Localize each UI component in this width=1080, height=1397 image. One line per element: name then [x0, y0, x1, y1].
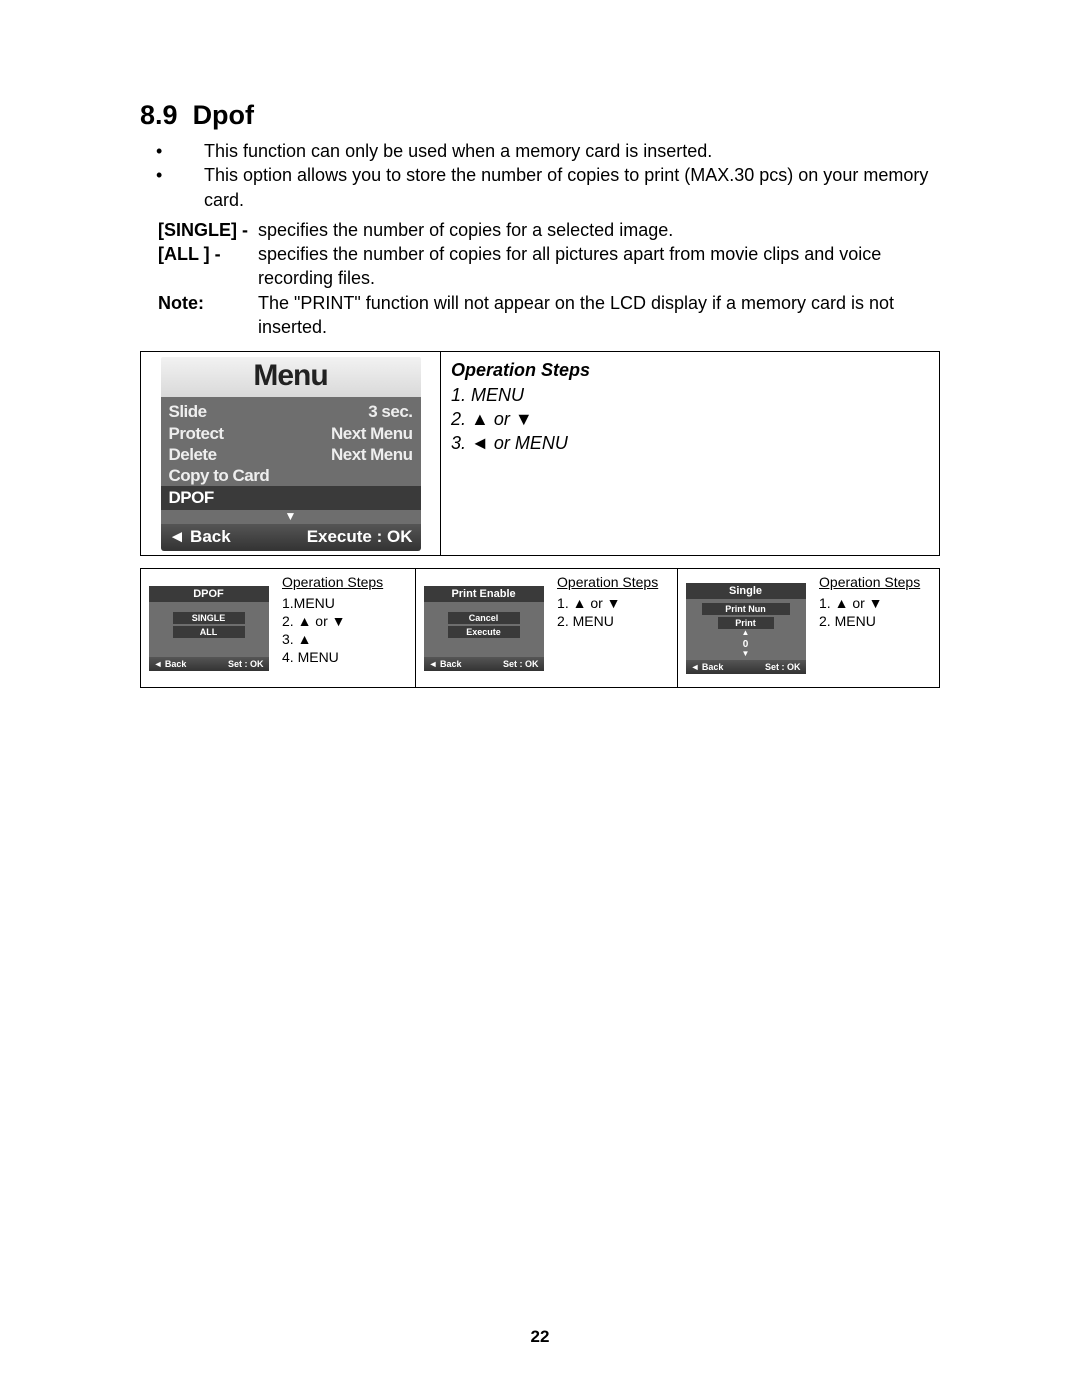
section-number: 8.9: [140, 100, 178, 130]
mini-ops-title: Operation Steps: [819, 573, 933, 591]
def-text: The "PRINT" function will not appear on …: [258, 291, 940, 340]
main-ops-cell: Operation Steps 1. MENU 2. ▲ or ▼ 3. ◄ o…: [441, 352, 939, 555]
def-label: Note:: [158, 291, 258, 340]
menu-row-right: 3 sec.: [368, 401, 412, 422]
mini-item: Print Nun: [702, 603, 790, 615]
menu-row-right: Next Menu: [331, 423, 412, 444]
mini-footer-back: ◄ Back: [429, 659, 462, 669]
mini-ops-line: 2. ▲ or ▼: [282, 612, 409, 630]
mini-menu: DPOF SINGLE ALL ◄ Back Set : OK: [149, 586, 269, 671]
mini-item: Execute: [448, 626, 520, 638]
menu-row-selected: DPOF: [161, 486, 421, 509]
mini-footer-back: ◄ Back: [691, 662, 724, 672]
bullet-item: This function can only be used when a me…: [180, 139, 940, 163]
mini-item: Cancel: [448, 612, 520, 624]
camera-menu: Menu Slide 3 sec. Protect Next Menu Delete…: [161, 357, 421, 550]
down-arrow-icon: ▼: [169, 510, 413, 522]
menu-row: Delete Next Menu: [169, 444, 413, 465]
def-row: Note: The "PRINT" function will not appe…: [158, 291, 940, 340]
mini-footer: ◄ Back Set : OK: [686, 660, 806, 674]
menu-row: Slide 3 sec.: [169, 401, 413, 422]
menu-row: Protect Next Menu: [169, 423, 413, 444]
up-arrow-icon: ▲: [692, 629, 800, 637]
mini-ops-line: 4. MENU: [282, 648, 409, 666]
bullet-item: This option allows you to store the numb…: [180, 163, 940, 212]
mini-footer-set: Set : OK: [765, 662, 801, 672]
sub-figure-row: DPOF SINGLE ALL ◄ Back Set : OK Operatio…: [140, 568, 940, 688]
mini-screen-wrap: Print Enable Cancel Execute ◄ Back Set :…: [416, 569, 551, 687]
menu-row-right: Next Menu: [331, 444, 412, 465]
mini-ops: Operation Steps 1. ▲ or ▼ 2. MENU: [551, 569, 677, 687]
mini-ops-line: 1. ▲ or ▼: [557, 594, 671, 612]
down-arrow-icon: ▼: [692, 650, 800, 658]
mini-footer-set: Set : OK: [228, 659, 264, 669]
mini-screen-wrap: DPOF SINGLE ALL ◄ Back Set : OK: [141, 569, 276, 687]
footer-back: ◄ Back: [169, 527, 231, 547]
mini-ops: Operation Steps 1. ▲ or ▼ 2. MENU: [813, 569, 939, 687]
mini-ops-line: 2. MENU: [557, 612, 671, 630]
main-figure: Menu Slide 3 sec. Protect Next Menu Delete…: [140, 351, 940, 556]
def-label: [ALL ] -: [158, 242, 258, 291]
ops-title: Operation Steps: [451, 358, 929, 382]
def-text: specifies the number of copies for all p…: [258, 242, 940, 291]
mini-ops-line: 1. ▲ or ▼: [819, 594, 933, 612]
sub-panel: Single Print Nun Print ▲ 0 ▼ ◄ Back Set …: [678, 569, 939, 687]
def-text: specifies the number of copies for a sel…: [258, 218, 940, 242]
mini-body: SINGLE ALL: [149, 602, 269, 657]
def-row: [SINGLE] - specifies the number of copie…: [158, 218, 940, 242]
mini-header: Single: [686, 583, 806, 599]
mini-ops-line: 3. ▲: [282, 630, 409, 648]
mini-item: ALL: [173, 626, 245, 638]
footer-execute: Execute : OK: [307, 527, 413, 547]
menu-row-left: Slide: [169, 401, 207, 422]
mini-body: Cancel Execute: [424, 602, 544, 657]
section-title-text: Dpof: [193, 100, 254, 130]
def-row: [ALL ] - specifies the number of copies …: [158, 242, 940, 291]
sub-panel: Print Enable Cancel Execute ◄ Back Set :…: [416, 569, 678, 687]
mini-ops-line: 1.MENU: [282, 594, 409, 612]
menu-selected-label: DPOF: [169, 487, 214, 508]
mini-ops-line: 2. MENU: [819, 612, 933, 630]
mini-body: Print Nun Print ▲ 0 ▼: [686, 599, 806, 660]
def-label: [SINGLE] -: [158, 218, 258, 242]
definition-list: [SINGLE] - specifies the number of copie…: [140, 218, 940, 339]
mini-footer: ◄ Back Set : OK: [424, 657, 544, 671]
mini-screen-wrap: Single Print Nun Print ▲ 0 ▼ ◄ Back Set …: [678, 569, 813, 687]
section-heading: 8.9 Dpof: [140, 100, 940, 131]
ops-line: 3. ◄ or MENU: [451, 431, 929, 455]
ops-line: 1. MENU: [451, 383, 929, 407]
mini-ops: Operation Steps 1.MENU 2. ▲ or ▼ 3. ▲ 4.…: [276, 569, 415, 687]
ops-line: 2. ▲ or ▼: [451, 407, 929, 431]
mini-header: DPOF: [149, 586, 269, 602]
menu-row: Copy to Card: [169, 465, 413, 486]
menu-header: Menu: [161, 357, 421, 397]
mini-menu: Print Enable Cancel Execute ◄ Back Set :…: [424, 586, 544, 671]
mini-ops-title: Operation Steps: [557, 573, 671, 591]
menu-row-left: Protect: [169, 423, 224, 444]
mini-item: SINGLE: [173, 612, 245, 624]
page-number: 22: [0, 1327, 1080, 1347]
menu-row-left: Copy to Card: [169, 465, 270, 486]
sub-panel: DPOF SINGLE ALL ◄ Back Set : OK Operatio…: [141, 569, 416, 687]
mini-footer-set: Set : OK: [503, 659, 539, 669]
mini-footer-back: ◄ Back: [154, 659, 187, 669]
mini-menu: Single Print Nun Print ▲ 0 ▼ ◄ Back Set …: [686, 583, 806, 674]
mini-footer: ◄ Back Set : OK: [149, 657, 269, 671]
mini-ops-title: Operation Steps: [282, 573, 409, 591]
menu-body: Slide 3 sec. Protect Next Menu Delete Next …: [161, 397, 421, 523]
menu-footer: ◄ Back Execute : OK: [161, 524, 421, 551]
menu-row-left: Delete: [169, 444, 217, 465]
main-screen-cell: Menu Slide 3 sec. Protect Next Menu Delete…: [141, 352, 441, 555]
bullet-list: This function can only be used when a me…: [140, 139, 940, 212]
mini-header: Print Enable: [424, 586, 544, 602]
